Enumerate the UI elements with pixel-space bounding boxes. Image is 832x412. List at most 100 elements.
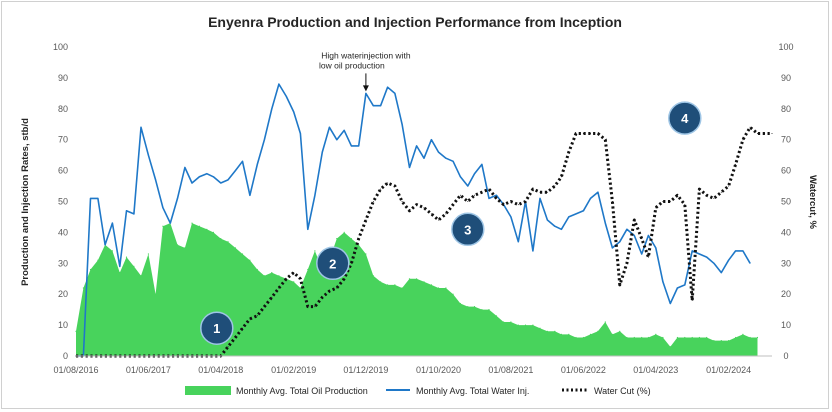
watercut-point-47 <box>539 191 541 193</box>
injection-point-50 <box>438 151 439 153</box>
watercut-point-32 <box>430 213 432 215</box>
oil-point-26 <box>263 275 265 277</box>
watercut-point-34 <box>445 213 447 215</box>
injection-point-45 <box>401 123 403 125</box>
injection-point-75 <box>619 241 621 243</box>
oil-point-31 <box>299 287 301 289</box>
y-tick-label: 20 <box>58 289 68 299</box>
injection-point-31 <box>299 133 301 134</box>
injection-point-67 <box>560 228 562 230</box>
oil-point-16 <box>191 222 193 224</box>
y2-tick-label: 50 <box>781 197 791 207</box>
oil-point-48 <box>423 281 425 283</box>
injection-point-15 <box>184 167 186 168</box>
watercut-point-55 <box>597 133 599 134</box>
oil-point-82 <box>669 346 671 348</box>
injection-point-57 <box>488 197 490 199</box>
y2-tick-label: 30 <box>781 258 791 268</box>
oil-point-8 <box>133 265 135 267</box>
watercut-point-26 <box>387 182 389 184</box>
marker-3-circle <box>451 212 485 247</box>
x-tick-label: 01/04/2018 <box>198 365 243 375</box>
x-tick-label: 01/02/2019 <box>271 365 316 375</box>
y-tick-label: 10 <box>58 320 68 330</box>
oil-point-57 <box>488 309 490 311</box>
watercut-point-36 <box>459 194 461 196</box>
watercut-point-79 <box>771 133 773 134</box>
watercut-point-40 <box>488 188 490 190</box>
watercut-point-39 <box>481 191 483 193</box>
oil-area-series <box>75 222 759 356</box>
oil-point-87 <box>706 336 708 339</box>
injection-point-60 <box>510 216 512 218</box>
injection-point-5 <box>111 222 113 224</box>
watercut-point-44 <box>517 204 519 206</box>
water-injection-line <box>76 83 751 357</box>
watercut-point-28 <box>401 201 403 202</box>
oil-point-67 <box>560 333 563 335</box>
watercut-point-25 <box>380 188 382 190</box>
watercut-point-76 <box>749 126 751 128</box>
injection-point-79 <box>647 235 649 236</box>
oil-point-76 <box>626 336 628 339</box>
oil-point-15 <box>184 247 186 249</box>
y2-tick-label: 60 <box>781 166 791 176</box>
watercut-point-50 <box>560 176 562 178</box>
oil-point-56 <box>481 309 483 311</box>
oil-point-22 <box>234 247 236 249</box>
injection-point-73 <box>604 222 606 224</box>
watercut-point-19 <box>336 287 338 289</box>
oil-point-12 <box>162 225 164 227</box>
injection-point-80 <box>655 247 657 249</box>
injection-point-44 <box>394 92 396 94</box>
x-tick-label: 01/10/2020 <box>416 365 461 375</box>
marker-3-label: 3 <box>464 222 471 237</box>
oil-point-85 <box>691 336 693 339</box>
oil-point-71 <box>589 333 592 335</box>
oil-point-36 <box>336 238 338 240</box>
x-axis-ticks: 01/08/2016 01/06/2017 01/04/2018 01/02/2019… <box>53 365 751 375</box>
oil-production-area <box>76 223 758 356</box>
watercut-point-22 <box>358 238 360 240</box>
watercut-point-9 <box>263 306 265 308</box>
water-cut-line <box>76 125 772 358</box>
watercut-point-30 <box>416 204 418 206</box>
injection-point-48 <box>423 157 425 159</box>
watercut-point-37 <box>467 201 469 202</box>
oil-point-2 <box>89 268 92 271</box>
injection-point-13 <box>169 222 171 224</box>
y2-tick-label: 70 <box>781 135 791 145</box>
watercut-point-66 <box>676 194 678 196</box>
oil-point-47 <box>416 278 418 280</box>
y2-tick-label: 10 <box>781 320 791 330</box>
injection-point-16 <box>191 182 193 184</box>
injection-point-72 <box>597 191 599 193</box>
y-tick-label: 80 <box>58 104 68 114</box>
injection-point-22 <box>234 170 236 172</box>
watercut-point-58 <box>619 284 621 286</box>
injection-point-39 <box>358 145 360 147</box>
watercut-point-20 <box>343 278 345 280</box>
injection-point-40 <box>365 92 367 94</box>
oil-point-88 <box>713 340 715 342</box>
x-tick-label: 01/02/2024 <box>706 365 751 375</box>
oil-point-62 <box>524 324 527 326</box>
watercut-point-4 <box>227 346 229 348</box>
oil-point-54 <box>467 306 469 308</box>
watercut-point-33 <box>438 219 439 221</box>
watercut-point-54 <box>590 133 591 134</box>
y-tick-label: 60 <box>58 166 68 176</box>
marker-2-circle <box>316 246 350 281</box>
watercut-point-14 <box>299 278 301 280</box>
oil-point-59 <box>503 321 505 323</box>
marker-1-circle <box>200 311 234 345</box>
injection-point-86 <box>698 253 700 255</box>
oil-point-33 <box>314 250 316 252</box>
oil-point-20 <box>220 238 222 240</box>
watercut-point-7 <box>249 318 251 320</box>
injection-point-76 <box>626 228 628 230</box>
y2-tick-label: 80 <box>781 104 791 114</box>
y2-tick-label: 20 <box>781 289 791 299</box>
injection-point-17 <box>198 176 200 178</box>
oil-point-1 <box>82 287 84 289</box>
